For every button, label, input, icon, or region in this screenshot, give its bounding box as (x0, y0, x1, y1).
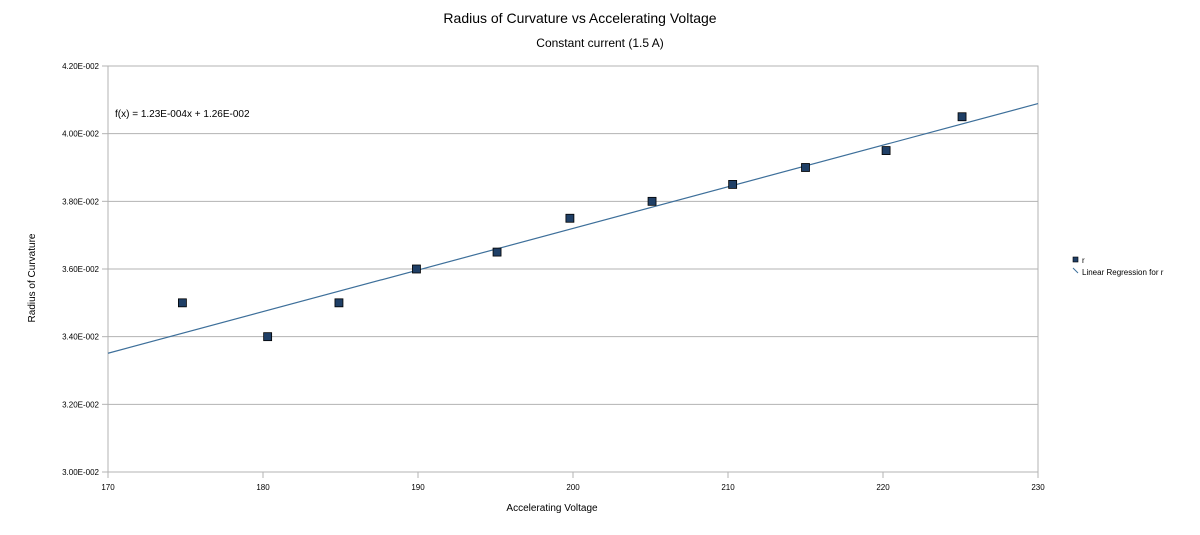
data-point (957, 112, 967, 122)
y-tick-label: 3.60E-002 (62, 265, 99, 274)
x-tick-label: 200 (566, 483, 580, 492)
x-tick-label: 230 (1031, 483, 1045, 492)
legend-line-regression (1072, 267, 1079, 274)
data-point (412, 264, 421, 274)
data-point (881, 146, 891, 155)
legend-label-r: r (1082, 256, 1085, 265)
data-point (177, 298, 187, 308)
y-tick-label: 4.20E-002 (62, 62, 99, 71)
data-point (801, 163, 810, 172)
x-tick-label: 190 (411, 483, 425, 492)
data-point (647, 196, 657, 206)
data-point (263, 332, 273, 342)
y-tick-label: 3.00E-002 (62, 468, 99, 477)
x-axis-ticks: 170 180 190 200 210 220 230 (101, 472, 1045, 492)
grid-lines (108, 133, 1038, 405)
data-points (177, 112, 967, 342)
x-tick-label: 170 (101, 483, 115, 492)
y-axis-ticks: 3.00E-002 3.20E-002 3.40E-002 3.60E-002 3.80… (62, 62, 108, 477)
regression-line-group (107, 102, 1039, 354)
x-tick-label: 220 (876, 483, 890, 492)
data-point (728, 180, 738, 189)
chart-subtitle: Constant current (1.5 A) (536, 36, 663, 50)
y-axis-label: Radius of Curvature (27, 233, 38, 322)
x-tick-label: 180 (256, 483, 270, 492)
legend-label-regression: Linear Regression for r (1082, 268, 1164, 277)
data-point (492, 247, 502, 257)
x-axis-label: Accelerating Voltage (506, 503, 598, 514)
legend: r Linear Regression for r (1072, 256, 1164, 277)
y-tick-label: 4.00E-002 (62, 130, 99, 139)
regression-line (107, 102, 1039, 354)
chart-title: Radius of Curvature vs Accelerating Volt… (443, 10, 716, 26)
legend-marker-r (1072, 256, 1079, 263)
data-point (565, 213, 575, 223)
x-tick-label: 210 (721, 483, 735, 492)
y-tick-label: 3.40E-002 (62, 333, 99, 342)
y-tick-label: 3.20E-002 (62, 400, 99, 409)
data-point (334, 298, 344, 308)
y-tick-label: 3.80E-002 (62, 197, 99, 206)
regression-equation: f(x) = 1.23E-004x + 1.26E-002 (115, 109, 250, 120)
